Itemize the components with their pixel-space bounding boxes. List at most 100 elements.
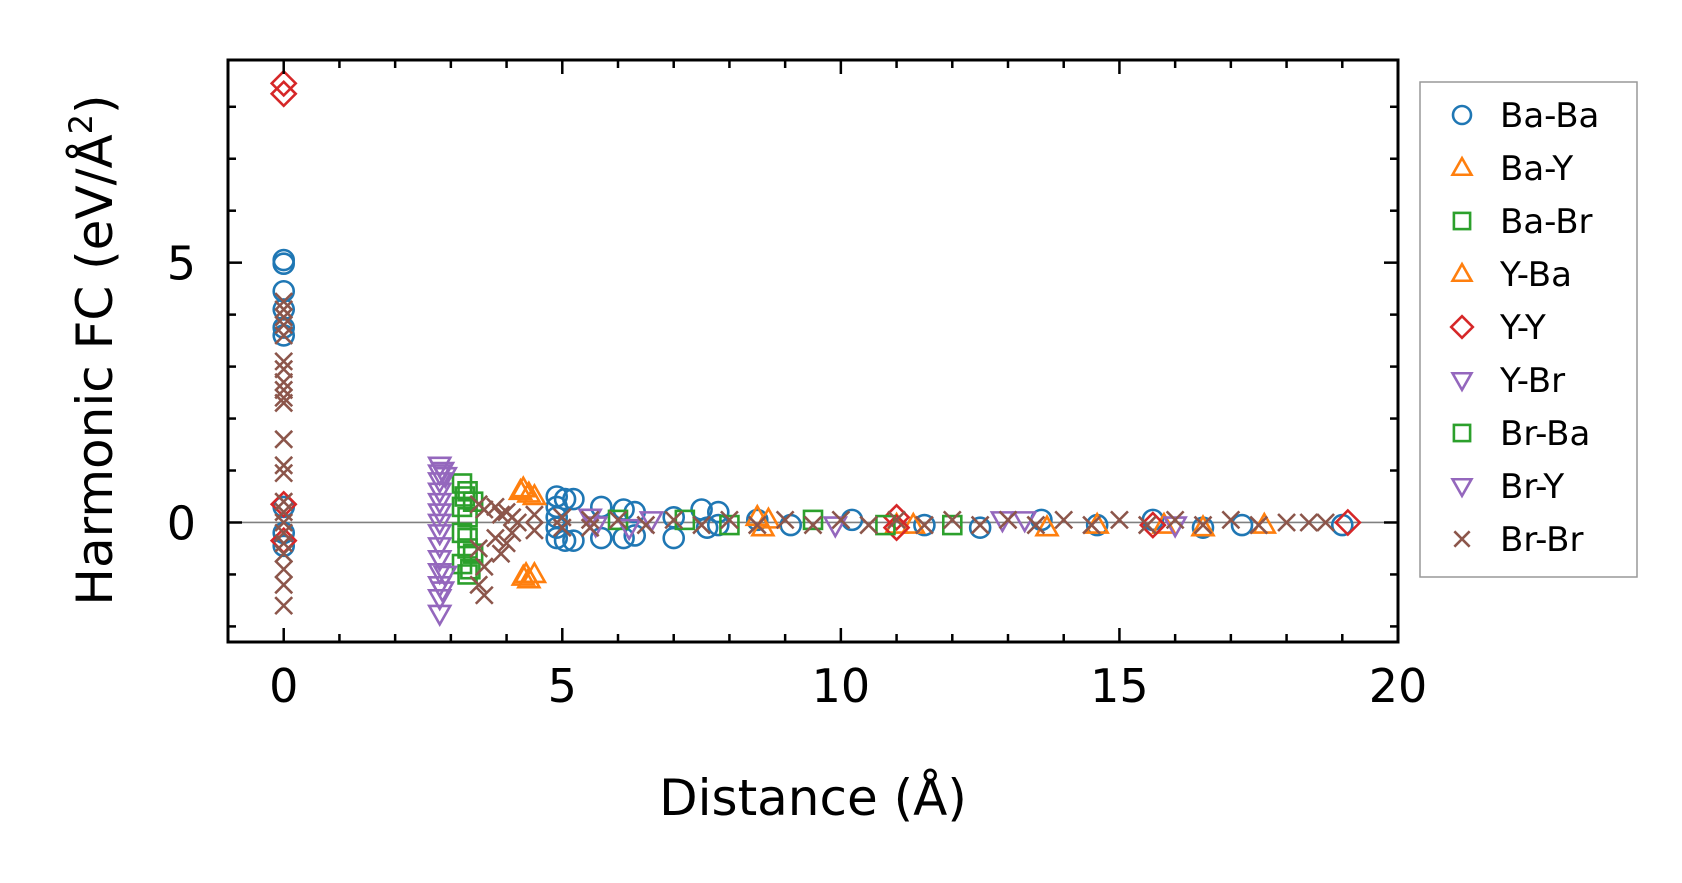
data-point xyxy=(1011,511,1038,534)
data-point xyxy=(706,500,730,524)
data-point xyxy=(426,563,453,586)
data-point xyxy=(269,79,298,108)
axis-ticks xyxy=(226,60,1400,642)
data-point xyxy=(457,538,478,559)
series-br-br xyxy=(274,292,1335,616)
data-point xyxy=(1110,510,1129,530)
data-point xyxy=(274,351,294,371)
data-point xyxy=(432,565,459,589)
data-point xyxy=(802,509,824,531)
legend-marker xyxy=(1450,371,1474,393)
legend: Ba-Ba Ba-Y Ba-Br Y-Ba Y-Y Y-Br Br-Ba Br-Y Br-Br xyxy=(1419,81,1638,578)
data-point xyxy=(638,511,665,534)
data-point xyxy=(507,477,534,501)
data-point xyxy=(608,510,628,530)
y-axis-label: Harmonic FC (eV/Å2) xyxy=(62,94,124,605)
x-tick-labels: 0 5 10 15 20 xyxy=(269,659,1427,713)
x-tick-label: 10 xyxy=(812,659,871,713)
data-point xyxy=(900,511,927,534)
data-point xyxy=(1316,513,1335,532)
series-y-y xyxy=(269,69,1362,555)
data-point xyxy=(552,518,572,538)
legend-label: Br-Ba xyxy=(1500,414,1590,454)
legend-item: Y-Y xyxy=(1449,308,1546,348)
data-point xyxy=(497,533,516,553)
data-point xyxy=(580,510,600,530)
data-point xyxy=(775,510,795,530)
data-point xyxy=(269,69,298,98)
legend-marker xyxy=(1452,423,1472,443)
y-tick-labels: 05 xyxy=(167,237,196,551)
data-point xyxy=(426,524,453,547)
data-point xyxy=(274,300,294,319)
x-tick-label: 20 xyxy=(1369,659,1428,713)
data-point xyxy=(562,529,585,552)
data-point xyxy=(513,560,539,584)
data-point xyxy=(553,487,577,511)
data-point xyxy=(1193,515,1213,535)
legend-item: Ba-Y xyxy=(1450,149,1573,189)
y-tick-label: 0 xyxy=(167,496,196,550)
data-point xyxy=(491,505,511,525)
data-point xyxy=(1334,508,1362,537)
legend-label: Br-Y xyxy=(1500,467,1564,507)
data-point xyxy=(915,515,934,535)
data-points xyxy=(269,69,1362,628)
legend-label: Y-Br xyxy=(1499,361,1565,401)
data-point xyxy=(1249,515,1269,535)
data-point xyxy=(616,518,642,542)
data-point xyxy=(274,393,294,413)
data-point xyxy=(274,372,294,392)
legend-marker xyxy=(1451,104,1473,126)
data-point xyxy=(1082,515,1101,535)
data-point xyxy=(525,520,544,540)
data-point xyxy=(451,522,473,544)
data-point xyxy=(664,510,684,530)
data-point xyxy=(747,515,767,535)
data-point xyxy=(719,514,740,536)
data-point xyxy=(502,523,522,543)
data-point xyxy=(1221,510,1241,530)
legend-marker xyxy=(1449,314,1475,340)
data-point xyxy=(274,388,294,408)
data-point xyxy=(269,490,298,519)
data-point xyxy=(426,550,453,573)
data-point xyxy=(822,516,849,539)
data-point xyxy=(274,544,294,564)
data-point xyxy=(274,429,294,449)
legend-marker xyxy=(1450,477,1474,499)
series-y-br xyxy=(426,456,1188,628)
data-point xyxy=(623,524,647,547)
data-point xyxy=(426,604,453,628)
data-point xyxy=(274,575,294,595)
data-point xyxy=(942,510,962,530)
data-point xyxy=(875,514,896,536)
legend-item: Br-Br xyxy=(1453,520,1584,560)
data-point xyxy=(508,513,528,532)
data-point xyxy=(1190,514,1216,537)
data-point xyxy=(272,252,296,276)
legend-label: Br-Br xyxy=(1500,520,1584,560)
legend-item: Br-Y xyxy=(1450,467,1564,507)
data-point xyxy=(831,510,851,530)
legend-label: Ba-Y xyxy=(1500,149,1573,189)
plot-frame xyxy=(226,58,1400,644)
data-point xyxy=(706,513,730,537)
data-point xyxy=(859,515,879,535)
y-axis-label-superscript: 2 xyxy=(62,114,100,134)
data-point xyxy=(1137,515,1157,535)
series-ba-br xyxy=(451,473,963,585)
data-point xyxy=(426,537,453,560)
data-point xyxy=(274,463,294,483)
data-point xyxy=(1026,515,1046,535)
x-tick-label: 5 xyxy=(548,659,577,713)
x-tick-label: 0 xyxy=(269,659,298,713)
data-point xyxy=(429,581,456,604)
y-axis-label-close: ) xyxy=(66,94,124,114)
data-point xyxy=(474,500,494,519)
data-point xyxy=(491,544,511,564)
data-point xyxy=(474,557,494,577)
data-point xyxy=(580,518,600,538)
data-point xyxy=(274,455,294,475)
